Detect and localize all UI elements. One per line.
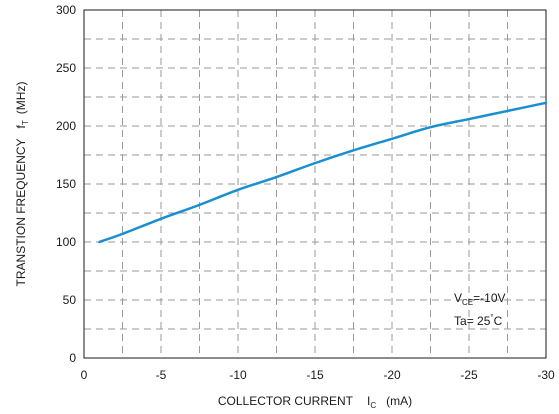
y-tick-label: 200: [56, 119, 76, 133]
y-tick-label: 150: [56, 177, 76, 191]
x-tick-label: 0: [81, 368, 88, 382]
y-axis-label: TRANSTION FREQUENCYfT(MHz): [14, 82, 30, 287]
x-tick-label: -30: [537, 368, 555, 382]
x-axis-label: COLLECTOR CURRENT IC (mA): [218, 394, 412, 410]
y-tick-label: 250: [56, 61, 76, 75]
x-tick-labels: 0 -5 -10 -15 -20 -25 -30: [81, 368, 555, 382]
y-tick-label: 50: [63, 293, 77, 307]
annotation-vce: VCE=-10V: [454, 291, 506, 307]
series-layer: [98, 101, 548, 244]
y-tick-labels: 0 50 100 150 200 250 300: [56, 3, 76, 365]
x-tick-label: -25: [460, 368, 478, 382]
x-tick-label: -15: [306, 368, 324, 382]
x-tick-label: -5: [156, 368, 167, 382]
series-line: [98, 101, 548, 244]
grid: [84, 10, 546, 358]
x-tick-label: -10: [229, 368, 247, 382]
annotation-ta: Ta= 25°C: [454, 313, 503, 328]
y-tick-label: 0: [69, 351, 76, 365]
y-tick-label: 100: [56, 235, 76, 249]
plot-frame: [83, 9, 547, 359]
y-tick-label: 300: [56, 3, 76, 17]
x-tick-label: -20: [383, 368, 401, 382]
